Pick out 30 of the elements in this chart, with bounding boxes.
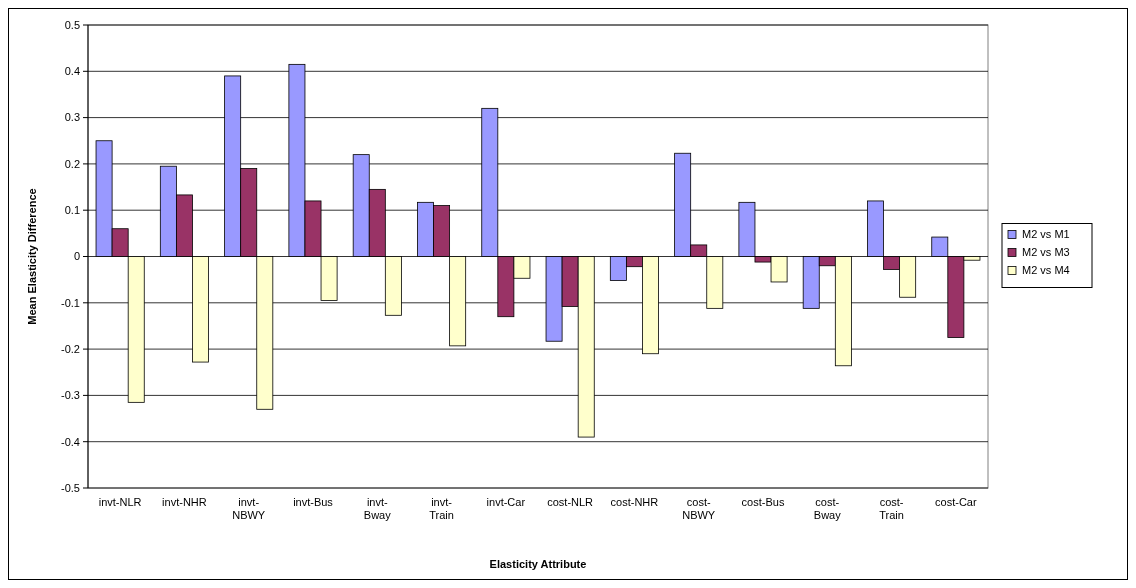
x-tick-label: cost-NHR: [610, 496, 659, 508]
x-tick-label: cost-Bus: [741, 496, 785, 508]
y-tick-label: -0.2: [61, 342, 80, 355]
x-tick-label: invt-Bway: [363, 496, 392, 522]
y-tick-label: -0.3: [61, 389, 80, 402]
y-tick-label: 0.2: [64, 157, 80, 170]
x-tick-label: invt-NHR: [162, 496, 207, 508]
x-tick-label: invt-Car: [486, 496, 526, 508]
y-tick-label: 0.3: [64, 111, 80, 124]
x-tick-label: cost-NBWY: [682, 496, 716, 522]
y-tick-label: -0.1: [61, 296, 80, 309]
y-tick-label: -0.5: [61, 481, 80, 494]
x-tick-label: invt-Train: [429, 496, 454, 522]
legend-label: M2 vs M1: [1022, 228, 1070, 241]
x-tick-label: invt-NBWY: [232, 496, 266, 522]
legend-label: M2 vs M4: [1022, 264, 1070, 277]
x-tick-label: cost-Car: [935, 496, 977, 508]
x-tick-label: invt-Bus: [293, 496, 334, 508]
x-tick-label: invt-NLR: [98, 496, 142, 508]
y-tick-label: 0.5: [64, 18, 80, 31]
y-tick-label: 0: [73, 250, 80, 263]
legend-label: M2 vs M3: [1022, 246, 1070, 259]
x-axis-title: Elasticity Attribute: [489, 558, 587, 570]
y-tick-label: -0.4: [61, 435, 80, 448]
y-axis-title: Mean Elasticity Difference: [26, 188, 38, 325]
x-tick-label: cost-Bway: [813, 496, 842, 522]
y-tick-label: 0.4: [64, 65, 80, 78]
x-tick-label: cost-Train: [879, 496, 904, 522]
x-tick-label: cost-NLR: [547, 496, 594, 508]
y-tick-label: 0.1: [64, 204, 80, 217]
